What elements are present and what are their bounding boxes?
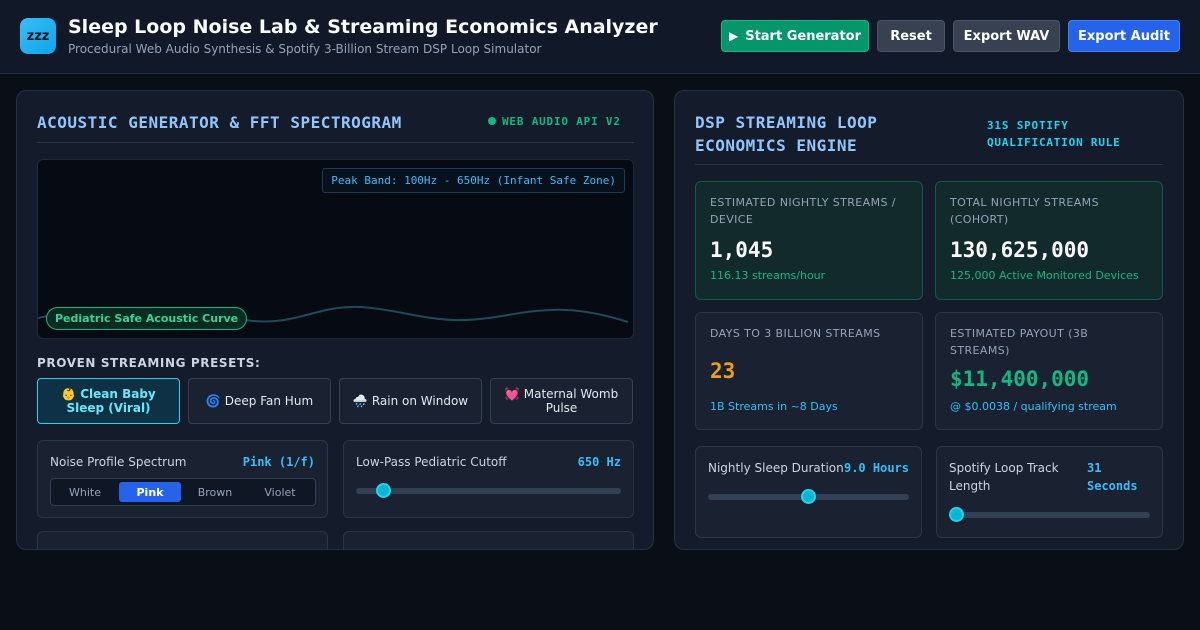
lowpass-slider-track[interactable] bbox=[356, 488, 621, 494]
control-card bbox=[343, 531, 634, 549]
loop-length-slider-track[interactable] bbox=[949, 512, 1150, 518]
app-header: zzz Sleep Loop Noise Lab & Streaming Eco… bbox=[0, 0, 1200, 74]
economics-panel-title: DSP STREAMING LOOP ECONOMICS ENGINE bbox=[695, 113, 878, 155]
peak-band-readout: Peak Band: 100Hz - 650Hz (Infant Safe Zo… bbox=[322, 168, 625, 193]
sleep-duration-slider-thumb[interactable] bbox=[801, 489, 816, 504]
lowpass-value: 650 Hz bbox=[577, 455, 621, 469]
noise-option-violet[interactable]: Violet bbox=[264, 485, 296, 499]
noise-option-pink[interactable]: Pink bbox=[119, 482, 181, 502]
loop-length-label: Spotify Loop Track Length bbox=[949, 461, 1059, 493]
play-icon: ▶ bbox=[728, 29, 739, 43]
preset-clean-baby-sleep[interactable]: 👶 Clean Baby Sleep (Viral) bbox=[37, 378, 180, 424]
loop-length-slider-thumb[interactable] bbox=[949, 507, 964, 522]
stat-label: DAYS TO 3 BILLION STREAMS bbox=[710, 327, 881, 340]
reset-button[interactable]: Reset bbox=[877, 20, 945, 52]
preset-label: Maternal Womb Pulse bbox=[523, 387, 619, 415]
sleep-duration-card: Nightly Sleep Duration 9.0 Hours bbox=[695, 446, 922, 538]
preset-label: Deep Fan Hum bbox=[224, 394, 314, 408]
panel-divider bbox=[695, 164, 1163, 165]
stat-value: 23 bbox=[710, 359, 736, 383]
web-audio-badge: WEB AUDIO API V2 bbox=[488, 115, 621, 128]
app-title: Sleep Loop Noise Lab & Streaming Economi… bbox=[68, 16, 658, 38]
loop-length-value: 31 Seconds bbox=[1087, 461, 1138, 493]
stat-estimated-payout: ESTIMATED PAYOUT (3B STREAMS) $11,400,00… bbox=[935, 312, 1163, 430]
qualification-rule-badge: 31S SPOTIFY QUALIFICATION RULE bbox=[987, 119, 1121, 149]
app-subtitle: Procedural Web Audio Synthesis & Spotify… bbox=[68, 42, 542, 56]
lowpass-card: Low-Pass Pediatric Cutoff 650 Hz bbox=[343, 440, 634, 518]
export-wav-button[interactable]: Export WAV bbox=[953, 20, 1060, 52]
status-dot-icon bbox=[488, 117, 496, 125]
stat-total-nightly-streams: TOTAL NIGHTLY STREAMS (COHORT) 130,625,0… bbox=[935, 181, 1163, 300]
web-audio-badge-label: WEB AUDIO API V2 bbox=[502, 115, 621, 128]
noise-option-white[interactable]: White bbox=[69, 485, 101, 499]
start-generator-button[interactable]: ▶ Start Generator bbox=[721, 20, 869, 52]
noise-profile-label: Noise Profile Spectrum bbox=[50, 455, 187, 469]
heartbeat-icon: 💓 bbox=[504, 387, 520, 401]
cyclone-icon: 🌀 bbox=[205, 394, 221, 408]
stat-label: ESTIMATED NIGHTLY STREAMS / DEVICE bbox=[710, 196, 896, 226]
preset-maternal-womb-pulse[interactable]: 💓 Maternal Womb Pulse bbox=[490, 378, 633, 424]
stat-label: ESTIMATED PAYOUT (3B STREAMS) bbox=[950, 327, 1089, 357]
streaming-economics-panel: DSP STREAMING LOOP ECONOMICS ENGINE 31S … bbox=[674, 90, 1184, 550]
stat-value: $11,400,000 bbox=[950, 367, 1090, 391]
preset-deep-fan-hum[interactable]: 🌀 Deep Fan Hum bbox=[188, 378, 331, 424]
lowpass-label: Low-Pass Pediatric Cutoff bbox=[356, 455, 507, 469]
baby-icon: 👶 bbox=[61, 387, 77, 401]
start-generator-label: Start Generator bbox=[745, 28, 862, 44]
noise-profile-value: Pink (1/f) bbox=[242, 455, 315, 469]
lowpass-slider-thumb[interactable] bbox=[376, 483, 391, 498]
control-card bbox=[37, 531, 328, 549]
stat-value: 130,625,000 bbox=[950, 238, 1090, 262]
stat-sub: 116.13 streams/hour bbox=[710, 269, 826, 282]
preset-label: Clean Baby Sleep (Viral) bbox=[66, 387, 156, 415]
panel-divider bbox=[37, 142, 634, 143]
stat-sub: 1B Streams in ~8 Days bbox=[710, 400, 838, 413]
stat-days-to-3b: DAYS TO 3 BILLION STREAMS 23 1B Streams … bbox=[695, 312, 923, 430]
sleep-zzz-icon: zzz bbox=[20, 18, 56, 54]
stat-value: 1,045 bbox=[710, 238, 774, 262]
rain-cloud-icon: 🌧️ bbox=[352, 394, 368, 408]
presets-heading: PROVEN STREAMING PRESETS: bbox=[37, 356, 261, 370]
fft-spectrogram: Peak Band: 100Hz - 650Hz (Infant Safe Zo… bbox=[37, 159, 634, 339]
noise-option-brown[interactable]: Brown bbox=[197, 485, 233, 499]
acoustic-panel-title: ACOUSTIC GENERATOR & FFT SPECTROGRAM bbox=[37, 113, 402, 132]
preset-label: Rain on Window bbox=[371, 394, 469, 408]
loop-length-card: Spotify Loop Track Length 31 Seconds bbox=[936, 446, 1163, 538]
sleep-duration-value: 9.0 Hours bbox=[843, 461, 909, 475]
noise-profile-selector: White Pink Brown Violet bbox=[50, 478, 316, 506]
acoustic-generator-panel: ACOUSTIC GENERATOR & FFT SPECTROGRAM WEB… bbox=[16, 90, 654, 550]
stat-label: TOTAL NIGHTLY STREAMS (COHORT) bbox=[950, 196, 1099, 226]
noise-profile-card: Noise Profile Spectrum Pink (1/f) White … bbox=[37, 440, 328, 518]
stat-nightly-streams-device: ESTIMATED NIGHTLY STREAMS / DEVICE 1,045… bbox=[695, 181, 923, 300]
safe-curve-label: Pediatric Safe Acoustic Curve bbox=[46, 307, 248, 330]
preset-rain-on-window[interactable]: 🌧️ Rain on Window bbox=[339, 378, 482, 424]
stat-sub: 125,000 Active Monitored Devices bbox=[950, 269, 1139, 282]
stat-sub: @ $0.0038 / qualifying stream bbox=[950, 400, 1117, 413]
export-audit-button[interactable]: Export Audit bbox=[1068, 20, 1180, 52]
sleep-duration-label: Nightly Sleep Duration bbox=[708, 461, 844, 475]
